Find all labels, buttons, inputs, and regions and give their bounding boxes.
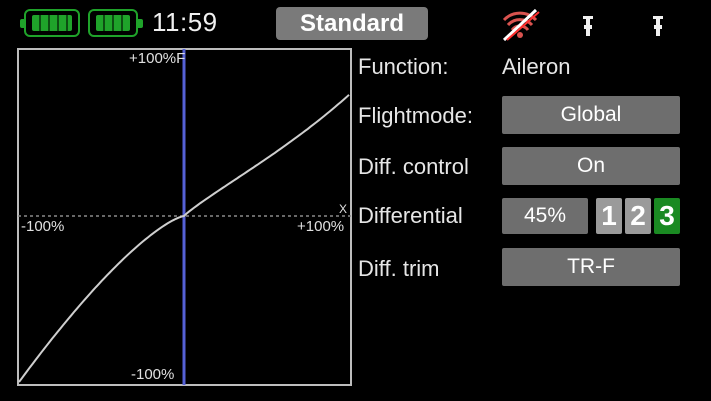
bottom-label: -100% [131,366,175,383]
rate-2-button[interactable]: 2 [625,198,651,234]
diff-control-button[interactable]: On [502,147,680,185]
mode-button[interactable]: Standard [276,7,428,40]
flightmode-label: Flightmode: [358,103,473,128]
left-label: -100% [21,218,65,235]
diff-trim-label: Diff. trim [358,256,440,281]
rate-1-button[interactable]: 1 [596,198,622,234]
diff-control-label: Diff. control [358,154,469,179]
differential-curve [18,94,350,383]
right-marker: X [339,202,348,216]
transmitter-battery-icon [20,9,80,37]
right-label: +100% [297,218,345,235]
trim-indicator-icon [653,16,663,36]
receiver-battery-icon [88,9,143,37]
differential-label: Differential [358,203,463,228]
differential-curve-graph: +100%F -100% -100% +100% X [17,48,352,386]
function-value: Aileron [502,54,571,79]
differential-value-button[interactable]: 45% [502,198,588,234]
top-label: +100%F [129,50,186,67]
trim-indicator-icon [583,16,593,36]
flightmode-button[interactable]: Global [502,96,680,134]
signal-off-icon [502,8,540,42]
diff-trim-button[interactable]: TR-F [502,248,680,286]
clock: 11:59 [152,7,218,37]
rate-3-button[interactable]: 3 [654,198,680,234]
function-label: Function: [358,54,449,79]
